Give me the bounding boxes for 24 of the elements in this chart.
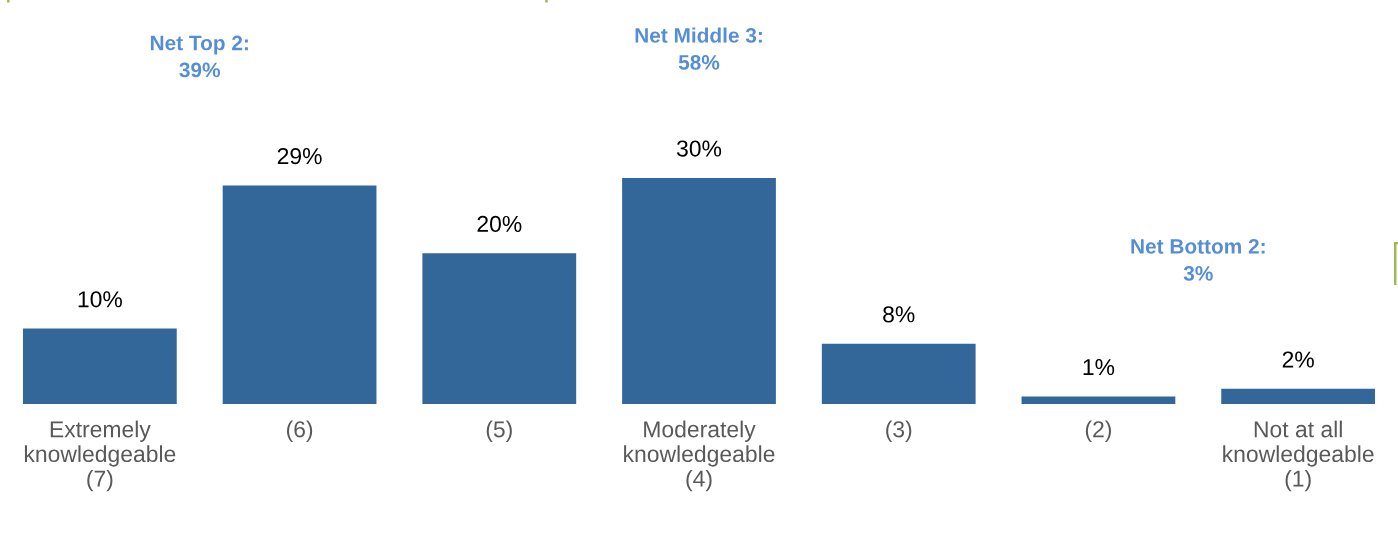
data-label: 30% [676,140,722,157]
bar [22,328,177,404]
x-tick-label: (3) [886,420,912,442]
data-label: 10% [78,291,122,308]
data-label: 1% [1083,359,1115,376]
x-tick-label: Moderately knowledgeable (4) [624,420,775,492]
bar [821,343,976,404]
x-tick-label: (5) [486,420,512,442]
x-tick-label: Not at all knowledgeable (1) [1223,420,1374,492]
data-label: 8% [883,306,915,323]
x-tick-label: Extremely knowledgeable (7) [24,420,176,492]
bar [222,185,377,404]
bar [1021,396,1176,404]
bar [622,177,776,404]
annotation: Net Bottom 2: 3% [1131,239,1265,281]
text: Net Top 2: 39% [150,35,248,78]
bar [422,253,577,404]
text: Net Middle 3: 58% [635,27,762,70]
data-label: 2% [1282,351,1314,368]
x-tick-label: (6) [286,420,313,442]
bar [1221,388,1376,404]
data-label: 20% [477,215,522,233]
x-tick-label: (2) [1085,420,1112,442]
data-label: 29% [277,148,322,165]
